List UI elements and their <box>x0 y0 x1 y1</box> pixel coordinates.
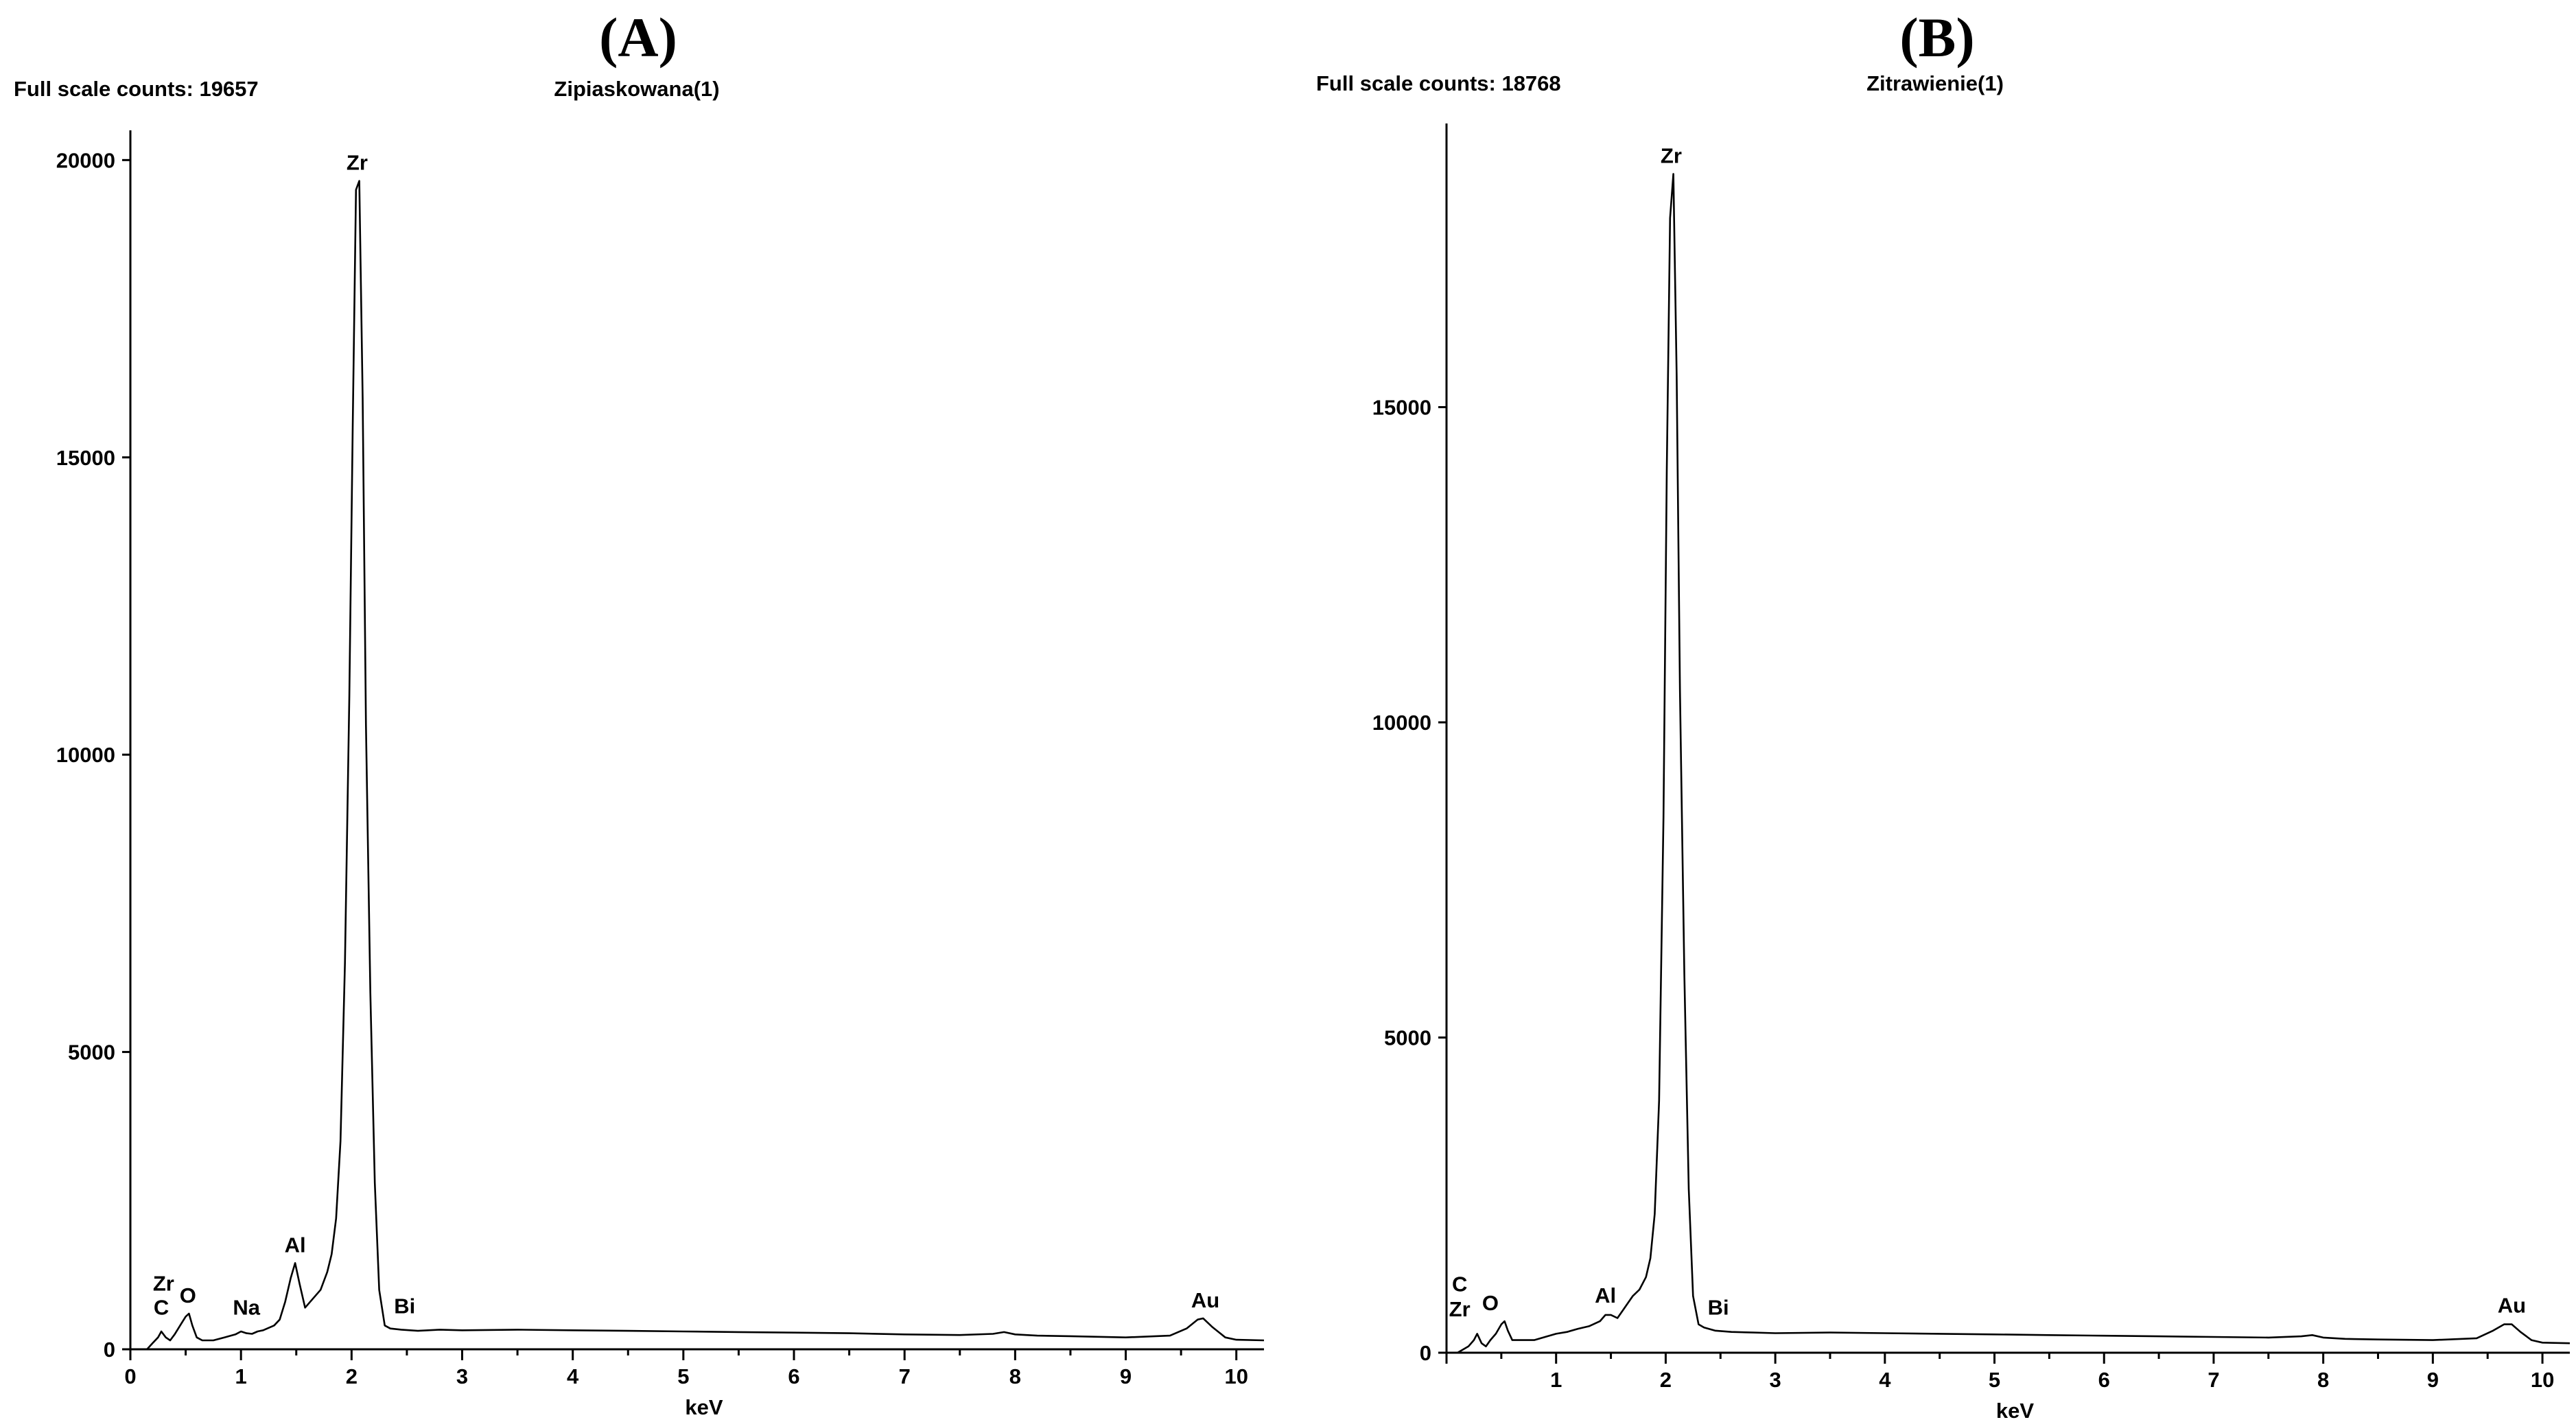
chart-a-spectrum-line <box>130 180 1265 1351</box>
chart-b-x-tick-label: 5 <box>1989 1368 2000 1392</box>
chart-a-y-tick-label: 0 <box>104 1338 115 1362</box>
chart-b-x-tick-label: 7 <box>2208 1368 2219 1392</box>
chart-b-y-tick-label: 0 <box>1420 1341 1431 1365</box>
chart-a-panel-label: (A) <box>599 6 677 69</box>
chart-a-x-tick-label: 3 <box>456 1364 468 1388</box>
chart-a-y-tick-label: 20000 <box>56 148 115 172</box>
chart-a-x-tick-label: 9 <box>1120 1364 1132 1388</box>
chart-a-y-tick-label: 10000 <box>56 743 115 767</box>
chart-b-x-tick-label: 2 <box>1660 1368 1672 1392</box>
chart-a-peak-label: C <box>154 1295 169 1319</box>
chart-a-full-scale-counts: Full scale counts: 19657 <box>14 77 259 101</box>
chart-b-peak-label: Au <box>2498 1294 2526 1318</box>
chart-a-x-tick-label: 0 <box>124 1364 136 1388</box>
chart-a-x-tick-label: 10 <box>1224 1364 1248 1388</box>
chart-b-panel-label: (B) <box>1899 6 1974 69</box>
chart-a-x-tick-label: 4 <box>567 1364 579 1388</box>
chart-a-peak-label: Zr <box>153 1272 174 1296</box>
chart-b-x-tick-label: 9 <box>2427 1368 2439 1392</box>
chart-b-x-axis-label: keV <box>1996 1399 2034 1422</box>
chart-b-peak-label: Zr <box>1449 1297 1471 1321</box>
chart-a-peak-label: Na <box>233 1295 260 1319</box>
chart-a-x-axis-label: keV <box>685 1395 723 1419</box>
chart-b-spectrum-line <box>1447 173 2571 1354</box>
chart-a-x-tick-label: 2 <box>346 1364 358 1388</box>
chart-b-title: Zitrawienie(1) <box>1866 71 2004 95</box>
chart-a-x-tick-label: 1 <box>235 1364 247 1388</box>
chart-a-x-tick-label: 5 <box>677 1364 689 1388</box>
chart-a-y-tick-label: 5000 <box>68 1041 115 1065</box>
chart-b-peak-label: C <box>1452 1272 1467 1296</box>
chart-a-title: Zipiaskowana(1) <box>554 77 719 101</box>
chart-a-peak-label: Bi <box>394 1294 415 1318</box>
chart-b-peak-label: Bi <box>1708 1295 1729 1319</box>
chart-b-x-tick-label: 4 <box>1879 1368 1891 1392</box>
chart-b-peak-label: O <box>1482 1291 1499 1315</box>
chart-b-peak-label: Zr <box>1661 144 1682 168</box>
chart-b-y-tick-label: 5000 <box>1384 1026 1431 1050</box>
chart-b-x-tick-label: 8 <box>2317 1368 2329 1392</box>
chart-a-x-tick-label: 8 <box>1009 1364 1021 1388</box>
chart-b-full-scale-counts: Full scale counts: 18768 <box>1316 71 1561 95</box>
chart-b-x-tick-label: 1 <box>1550 1368 1562 1392</box>
chart-a-peak-label: Al <box>285 1233 306 1257</box>
chart-b-x-tick-label: 6 <box>2098 1368 2110 1392</box>
chart-b-x-tick-label: 3 <box>1769 1368 1781 1392</box>
chart-a-x-tick-label: 6 <box>788 1364 799 1388</box>
chart-a-peak-label: Zr <box>347 151 368 175</box>
chart-a-x-tick-label: 7 <box>899 1364 911 1388</box>
chart-b-peak-label: Al <box>1595 1283 1616 1307</box>
chart-b-y-tick-label: 15000 <box>1372 396 1431 420</box>
chart-a-peak-label: O <box>180 1283 196 1307</box>
chart-a-peak-label: Au <box>1191 1288 1219 1312</box>
chart-b-x-tick-label: 10 <box>2531 1368 2554 1392</box>
chart-b-y-tick-label: 10000 <box>1372 711 1431 735</box>
chart-a-y-tick-label: 15000 <box>56 446 115 470</box>
